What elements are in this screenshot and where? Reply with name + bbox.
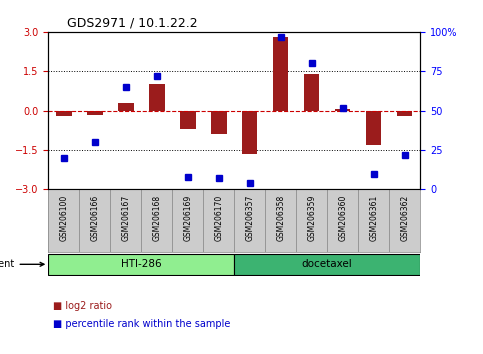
Text: HTI-286: HTI-286 [121, 259, 162, 269]
Bar [242, 111, 257, 154]
Bar [335, 109, 351, 111]
Text: GSM206166: GSM206166 [90, 194, 99, 241]
Text: GSM206100: GSM206100 [59, 194, 68, 241]
Bar [180, 111, 196, 129]
Bar [211, 111, 227, 134]
Text: GSM206170: GSM206170 [214, 194, 223, 241]
Text: GSM206169: GSM206169 [183, 194, 192, 241]
Text: GSM206361: GSM206361 [369, 194, 378, 241]
Bar [48, 254, 234, 275]
Bar [118, 103, 133, 111]
Text: GDS2971 / 10.1.22.2: GDS2971 / 10.1.22.2 [67, 16, 198, 29]
Bar [366, 111, 382, 145]
Text: GSM206359: GSM206359 [307, 194, 316, 241]
Text: GSM206168: GSM206168 [152, 194, 161, 241]
Text: ■ log2 ratio: ■ log2 ratio [53, 301, 112, 311]
Text: GSM206360: GSM206360 [338, 194, 347, 241]
Text: GSM206362: GSM206362 [400, 194, 409, 241]
Text: docetaxel: docetaxel [302, 259, 353, 269]
Bar [397, 111, 412, 116]
Bar [304, 74, 319, 111]
Text: agent: agent [0, 259, 44, 269]
Bar [234, 254, 420, 275]
Bar [273, 37, 288, 111]
Text: GSM206357: GSM206357 [245, 194, 254, 241]
Bar [149, 84, 165, 111]
Text: ■ percentile rank within the sample: ■ percentile rank within the sample [53, 319, 230, 329]
Text: GSM206358: GSM206358 [276, 194, 285, 241]
Text: GSM206167: GSM206167 [121, 194, 130, 241]
Bar [87, 111, 102, 115]
Bar [56, 111, 71, 116]
